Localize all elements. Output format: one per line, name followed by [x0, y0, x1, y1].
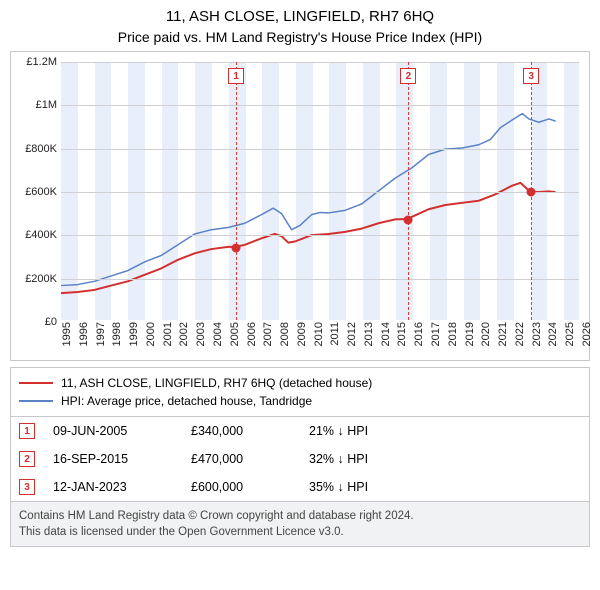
x-tick-label: 2000 [145, 322, 157, 346]
y-axis: £0£200K£400K£600K£800K£1M£1.2M [11, 62, 61, 320]
x-tick-label: 2021 [497, 322, 509, 346]
sales-marker: 1 [19, 423, 35, 439]
x-tick-label: 2013 [363, 322, 375, 346]
x-tick-label: 2014 [380, 322, 392, 346]
x-tick-label: 2020 [480, 322, 492, 346]
x-tick-label: 2015 [396, 322, 408, 346]
sales-date: 09-JUN-2005 [53, 424, 173, 438]
x-tick-label: 1995 [61, 322, 73, 346]
x-tick-label: 2025 [564, 322, 576, 346]
x-tick-label: 1996 [78, 322, 90, 346]
x-tick-label: 2004 [212, 322, 224, 346]
legend-row: 11, ASH CLOSE, LINGFIELD, RH7 6HQ (detac… [19, 374, 581, 392]
x-tick-label: 2001 [162, 322, 174, 346]
sales-price: £600,000 [191, 480, 291, 494]
x-tick-label: 1999 [128, 322, 140, 346]
legend-label: HPI: Average price, detached house, Tand… [61, 394, 312, 408]
page-title: 11, ASH CLOSE, LINGFIELD, RH7 6HQ [10, 8, 590, 25]
sales-date: 12-JAN-2023 [53, 480, 173, 494]
x-tick-label: 2010 [313, 322, 325, 346]
x-tick-label: 2016 [413, 322, 425, 346]
y-tick-label: £400K [25, 229, 57, 241]
sale-marker-box: 2 [400, 68, 416, 84]
sales-date: 16-SEP-2015 [53, 452, 173, 466]
chart-legend: 11, ASH CLOSE, LINGFIELD, RH7 6HQ (detac… [10, 367, 590, 417]
footer-line-1: Contains HM Land Registry data © Crown c… [19, 508, 581, 524]
x-tick-label: 2022 [514, 322, 526, 346]
sale-marker-box: 3 [523, 68, 539, 84]
chart-footer: Contains HM Land Registry data © Crown c… [10, 502, 590, 547]
y-tick-label: £1.2M [26, 56, 57, 68]
sales-row: 3 12-JAN-2023 £600,000 35% ↓ HPI [11, 473, 589, 501]
x-tick-label: 2002 [178, 322, 190, 346]
x-tick-label: 2024 [547, 322, 559, 346]
sales-marker: 3 [19, 479, 35, 495]
y-tick-label: £200K [25, 273, 57, 285]
x-axis: 1995 1996 1997 1998 1999 2000 2001 2002 2003 2004… [61, 320, 579, 360]
sales-marker: 2 [19, 451, 35, 467]
x-tick-label: 2026 [581, 322, 593, 346]
y-tick-label: £0 [45, 316, 57, 328]
x-tick-label: 1998 [111, 322, 123, 346]
sale-marker-box: 1 [228, 68, 244, 84]
sales-price: £470,000 [191, 452, 291, 466]
sale-point [232, 244, 241, 253]
sales-row: 1 09-JUN-2005 £340,000 21% ↓ HPI [11, 417, 589, 445]
footer-line-2: This data is licensed under the Open Gov… [19, 524, 581, 540]
x-tick-label: 2023 [531, 322, 543, 346]
price-chart: £0£200K£400K£600K£800K£1M£1.2M 123 19951… [10, 51, 590, 361]
legend-swatch [19, 382, 53, 384]
x-tick-label: 1997 [95, 322, 107, 346]
sales-price: £340,000 [191, 424, 291, 438]
legend-row: HPI: Average price, detached house, Tand… [19, 392, 581, 410]
sales-diff: 32% ↓ HPI [309, 452, 581, 466]
x-tick-label: 2005 [229, 322, 241, 346]
sale-point [404, 216, 413, 225]
x-tick-label: 2017 [430, 322, 442, 346]
legend-swatch [19, 400, 53, 402]
x-tick-label: 2006 [246, 322, 258, 346]
x-tick-label: 2018 [447, 322, 459, 346]
plot-area: 1 2 3 [61, 62, 579, 320]
sales-diff: 21% ↓ HPI [309, 424, 581, 438]
x-tick-label: 2009 [296, 322, 308, 346]
legend-label: 11, ASH CLOSE, LINGFIELD, RH7 6HQ (detac… [61, 376, 372, 390]
y-tick-label: £600K [25, 186, 57, 198]
y-tick-label: £800K [25, 143, 57, 155]
x-tick-label: 2019 [464, 322, 476, 346]
sales-diff: 35% ↓ HPI [309, 480, 581, 494]
sales-table: 1 09-JUN-2005 £340,000 21% ↓ HPI 2 16-SEP-201… [10, 417, 590, 502]
x-tick-label: 2011 [329, 322, 341, 346]
y-tick-label: £1M [36, 99, 57, 111]
sales-row: 2 16-SEP-2015 £470,000 32% ↓ HPI [11, 445, 589, 473]
x-tick-label: 2008 [279, 322, 291, 346]
x-tick-label: 2007 [262, 322, 274, 346]
x-tick-label: 2012 [346, 322, 358, 346]
x-tick-label: 2003 [195, 322, 207, 346]
sale-point [527, 188, 536, 197]
page-subtitle: Price paid vs. HM Land Registry's House … [10, 29, 590, 45]
